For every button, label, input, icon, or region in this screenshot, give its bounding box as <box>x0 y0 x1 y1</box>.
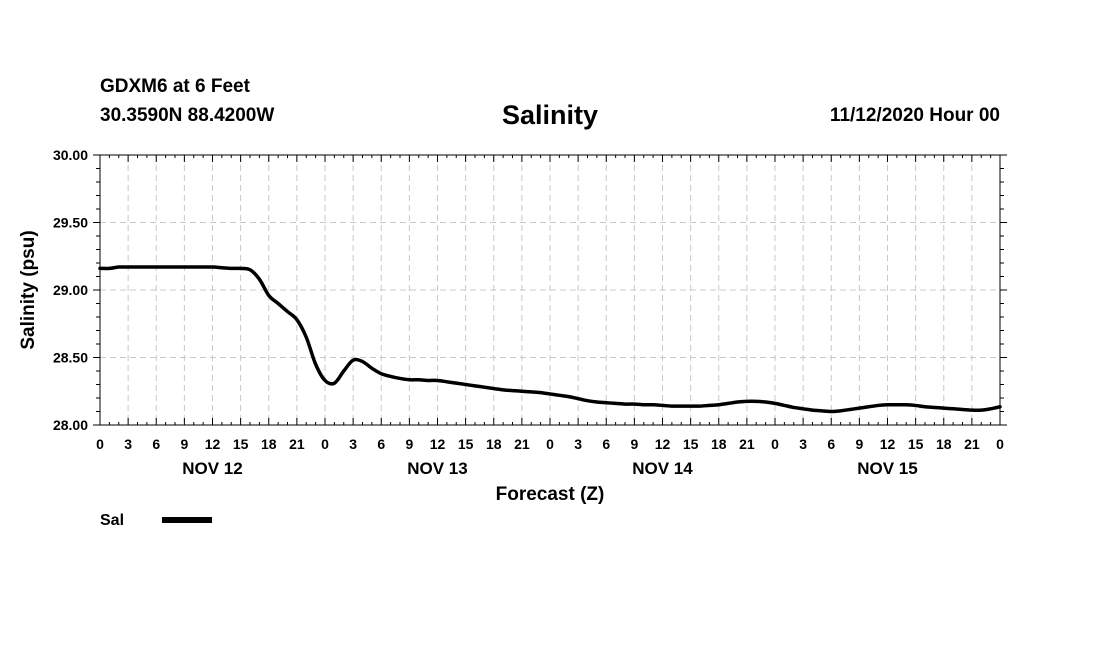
x-tick-label: 9 <box>405 436 413 452</box>
x-tick-label: 12 <box>205 436 221 452</box>
x-tick-label: 21 <box>964 436 980 452</box>
x-tick-label: 18 <box>261 436 277 452</box>
station-label: GDXM6 at 6 Feet <box>100 76 250 97</box>
day-label: NOV 13 <box>407 459 467 478</box>
x-tick-label: 18 <box>486 436 502 452</box>
x-tick-label: 12 <box>655 436 671 452</box>
grid-lines <box>100 155 1000 425</box>
x-tick-label: 3 <box>799 436 807 452</box>
x-tick-label: 12 <box>430 436 446 452</box>
x-tick-label: 6 <box>152 436 160 452</box>
x-tick-label: 15 <box>908 436 924 452</box>
x-tick-label: 15 <box>233 436 249 452</box>
x-tick-label: 9 <box>630 436 638 452</box>
x-tick-label: 21 <box>739 436 755 452</box>
y-tick-labels: 30.00 29.50 29.00 28.50 28.00 <box>53 147 88 433</box>
x-tick-label: 18 <box>711 436 727 452</box>
y-tick-label: 28.00 <box>53 417 88 433</box>
y-axis-label: Salinity (psu) <box>18 230 39 349</box>
x-tick-label: 6 <box>602 436 610 452</box>
day-labels: NOV 12 NOV 13 NOV 14 NOV 15 <box>182 459 917 478</box>
x-tick-label: 15 <box>458 436 474 452</box>
y-tick-label: 30.00 <box>53 147 88 163</box>
x-tick-label: 0 <box>546 436 554 452</box>
x-tick-label: 0 <box>996 436 1004 452</box>
x-tick-label: 3 <box>574 436 582 452</box>
forecast-datetime: 11/12/2020 Hour 00 <box>829 105 1000 126</box>
salinity-series-line <box>98 265 1002 414</box>
axis-ticks <box>93 154 1007 426</box>
x-tick-label: 21 <box>514 436 530 452</box>
x-tick-label: 6 <box>827 436 835 452</box>
day-label: NOV 14 <box>632 459 693 478</box>
x-tick-label: 9 <box>180 436 188 452</box>
x-tick-label: 21 <box>289 436 305 452</box>
day-label: NOV 15 <box>857 459 917 478</box>
y-tick-label: 29.00 <box>53 282 88 298</box>
coordinates-label: 30.3590N 88.4200W <box>100 105 275 126</box>
legend: Sal <box>100 512 212 529</box>
x-tick-label: 3 <box>349 436 357 452</box>
x-tick-label: 9 <box>855 436 863 452</box>
x-tick-label: 3 <box>124 436 132 452</box>
x-tick-label: 12 <box>880 436 896 452</box>
y-tick-label: 28.50 <box>53 350 88 366</box>
legend-label: Sal <box>100 512 124 529</box>
page-title: Salinity <box>501 100 599 130</box>
x-axis-label: Forecast (Z) <box>496 484 605 505</box>
day-label: NOV 12 <box>182 459 242 478</box>
x-tick-label: 15 <box>683 436 699 452</box>
x-tick-label: 0 <box>771 436 779 452</box>
x-tick-labels: 0 3 6 9 12 15 18 21 0 3 6 9 12 15 18 21 0 3 6 9 12 15 18 21 0 3 6 9… <box>96 436 1004 452</box>
y-tick-label: 29.50 <box>53 215 88 231</box>
x-tick-label: 18 <box>936 436 952 452</box>
x-tick-label: 0 <box>96 436 104 452</box>
x-tick-label: 0 <box>321 436 329 452</box>
x-tick-label: 6 <box>377 436 385 452</box>
